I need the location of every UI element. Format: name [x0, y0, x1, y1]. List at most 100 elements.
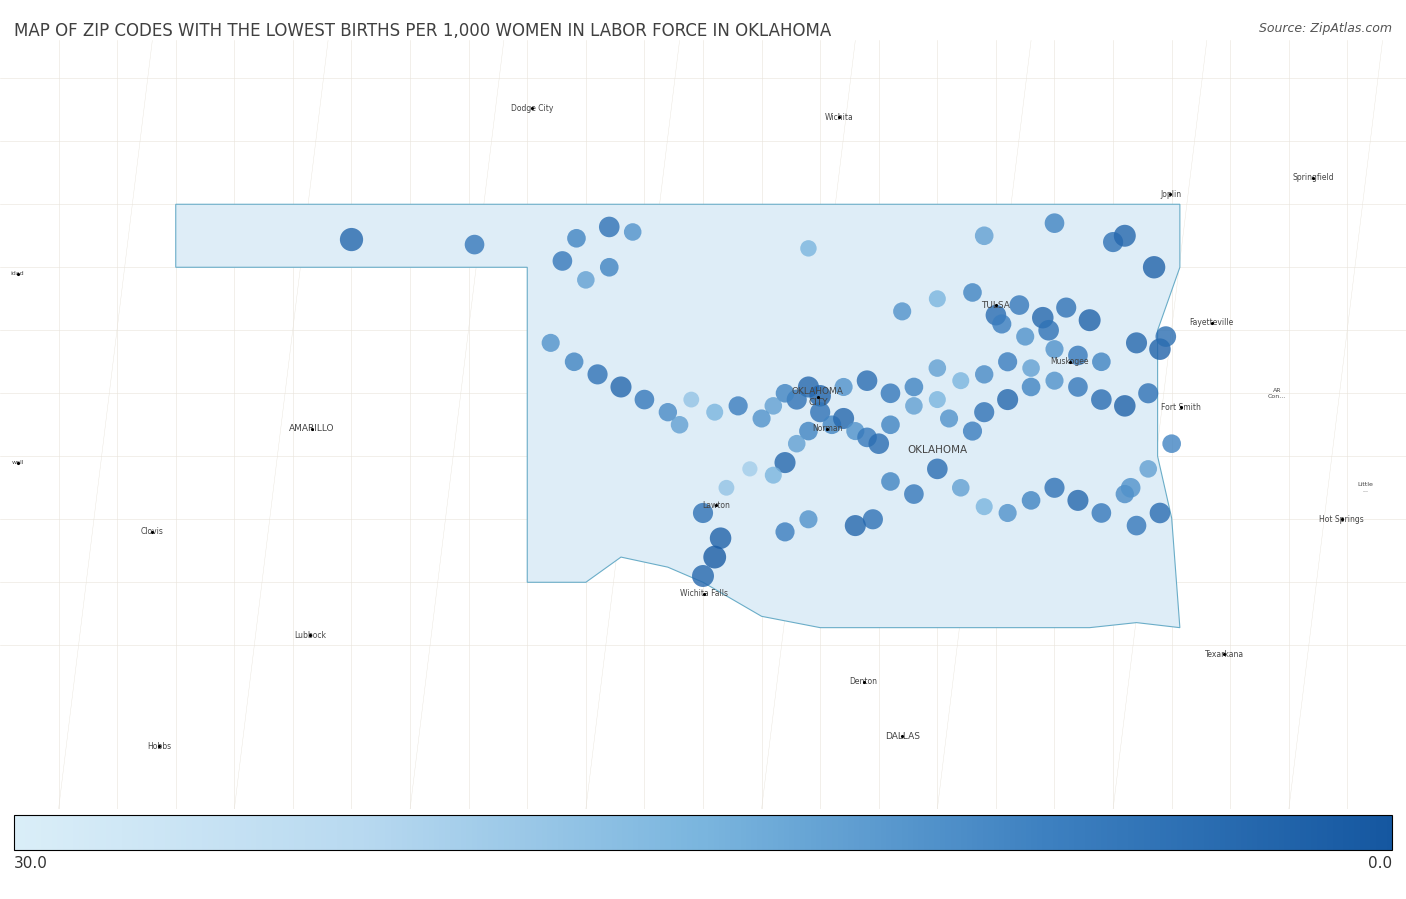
- Point: [990, 316, 1012, 331]
- Point: [1102, 235, 1125, 249]
- Text: Muskogee: Muskogee: [1050, 357, 1090, 366]
- Point: [821, 418, 844, 432]
- Point: [1038, 323, 1060, 337]
- Point: [1137, 462, 1160, 476]
- Point: [862, 512, 884, 527]
- Point: [1125, 335, 1147, 350]
- Point: [762, 468, 785, 483]
- Point: [997, 392, 1019, 406]
- Point: [832, 379, 855, 394]
- Point: [879, 418, 901, 432]
- Point: [1160, 437, 1182, 451]
- Point: [562, 354, 585, 369]
- Point: [703, 405, 725, 419]
- Point: [1125, 519, 1147, 533]
- Point: [949, 373, 972, 387]
- Text: Source: ZipAtlas.com: Source: ZipAtlas.com: [1258, 22, 1392, 35]
- Text: Little
...: Little ...: [1357, 483, 1372, 494]
- Point: [832, 411, 855, 425]
- Point: [1119, 481, 1142, 495]
- Point: [565, 231, 588, 245]
- Point: [868, 437, 890, 451]
- Point: [1067, 348, 1090, 362]
- Point: [903, 487, 925, 502]
- Point: [633, 392, 655, 406]
- Point: [657, 405, 679, 419]
- Point: [340, 232, 363, 246]
- Point: [1137, 386, 1160, 400]
- Point: [1008, 298, 1031, 312]
- Point: [1090, 506, 1112, 521]
- Point: [1019, 494, 1042, 508]
- Text: Wichita: Wichita: [824, 112, 853, 122]
- Point: [797, 241, 820, 255]
- Point: [1149, 342, 1171, 356]
- Point: [808, 405, 831, 419]
- Point: [856, 431, 879, 445]
- Point: [773, 525, 796, 539]
- Point: [751, 411, 773, 425]
- Point: [1019, 360, 1042, 375]
- Point: [621, 225, 644, 239]
- Text: Dodge City: Dodge City: [510, 104, 553, 113]
- Point: [738, 462, 761, 476]
- Text: Springfield: Springfield: [1292, 174, 1334, 182]
- Point: [1014, 329, 1036, 343]
- Point: [1043, 342, 1066, 356]
- Point: [551, 254, 574, 268]
- Point: [1043, 373, 1066, 387]
- Point: [927, 291, 949, 306]
- Point: [1143, 260, 1166, 274]
- Point: [1054, 300, 1077, 315]
- Point: [463, 237, 485, 252]
- Point: [903, 398, 925, 413]
- Text: Lubbock: Lubbock: [294, 631, 326, 640]
- Point: [949, 481, 972, 495]
- Point: [668, 418, 690, 432]
- Text: AR
Con...: AR Con...: [1268, 387, 1286, 398]
- Point: [797, 424, 820, 439]
- Point: [1149, 506, 1171, 521]
- Text: well: well: [11, 460, 24, 465]
- Point: [1067, 379, 1090, 394]
- Point: [540, 335, 562, 350]
- Point: [1090, 354, 1112, 369]
- Point: [1019, 379, 1042, 394]
- Point: [891, 304, 914, 318]
- Text: Fayetteville: Fayetteville: [1189, 318, 1233, 327]
- Point: [1032, 310, 1054, 325]
- Point: [709, 531, 731, 546]
- Point: [598, 260, 620, 274]
- Text: Hot Springs: Hot Springs: [1319, 515, 1364, 524]
- Point: [610, 379, 633, 394]
- Point: [808, 388, 831, 403]
- Text: 30.0: 30.0: [14, 856, 48, 871]
- Point: [962, 424, 984, 439]
- Point: [797, 512, 820, 527]
- Point: [1114, 228, 1136, 243]
- Text: MAP OF ZIP CODES WITH THE LOWEST BIRTHS PER 1,000 WOMEN IN LABOR FORCE IN OKLAHO: MAP OF ZIP CODES WITH THE LOWEST BIRTHS …: [14, 22, 831, 40]
- Point: [927, 360, 949, 375]
- Point: [727, 398, 749, 413]
- Point: [927, 462, 949, 476]
- Point: [1114, 487, 1136, 502]
- Text: OKLAHOMA
CITY: OKLAHOMA CITY: [792, 387, 844, 406]
- Text: DALLAS: DALLAS: [884, 732, 920, 741]
- Point: [1090, 392, 1112, 406]
- Point: [797, 379, 820, 394]
- Point: [1114, 398, 1136, 413]
- Point: [938, 411, 960, 425]
- Point: [973, 228, 995, 243]
- Text: Fort Smith: Fort Smith: [1161, 403, 1201, 412]
- Point: [786, 392, 808, 406]
- Point: [773, 386, 796, 400]
- Point: [973, 405, 995, 419]
- Text: AMARILLO: AMARILLO: [288, 424, 335, 433]
- Point: [762, 398, 785, 413]
- Point: [844, 424, 866, 439]
- Point: [773, 456, 796, 470]
- Point: [692, 569, 714, 583]
- Text: OKLAHOMA: OKLAHOMA: [907, 445, 967, 455]
- Point: [575, 272, 598, 287]
- Point: [856, 373, 879, 387]
